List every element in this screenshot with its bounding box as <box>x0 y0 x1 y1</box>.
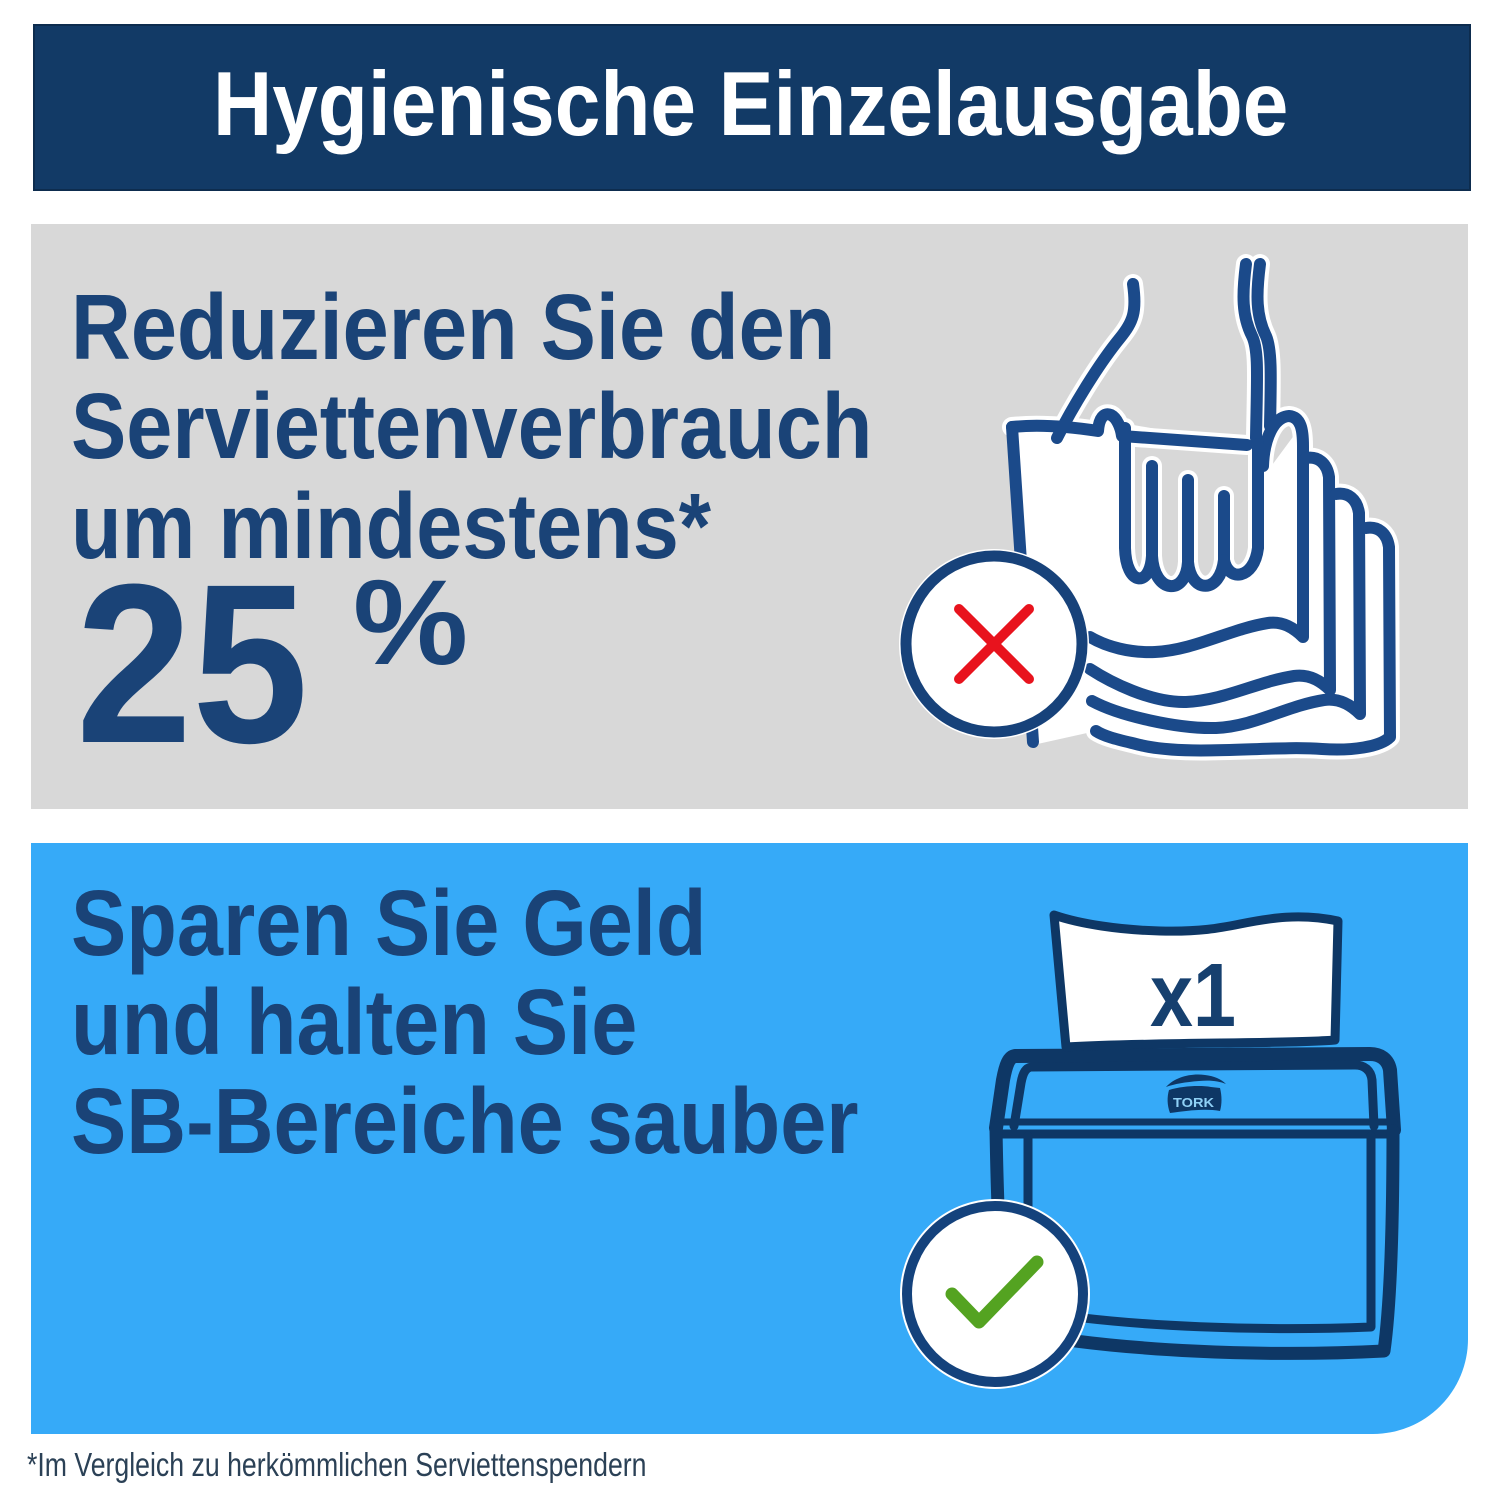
svg-text:x1: x1 <box>1150 946 1236 1046</box>
svg-text:TORK: TORK <box>1173 1095 1215 1110</box>
